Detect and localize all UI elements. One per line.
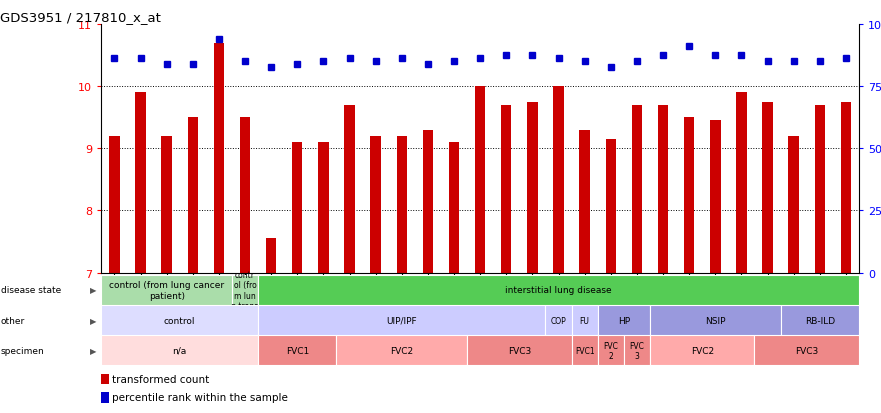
Bar xyxy=(258,305,545,335)
Bar xyxy=(109,136,120,273)
Bar xyxy=(101,374,109,385)
Text: FVC
2: FVC 2 xyxy=(603,341,618,360)
Bar xyxy=(754,335,859,366)
Bar xyxy=(553,87,564,273)
Bar xyxy=(136,93,145,273)
Bar xyxy=(318,142,329,273)
Text: FU: FU xyxy=(580,316,589,325)
Bar xyxy=(527,102,537,273)
Bar xyxy=(737,93,746,273)
Bar xyxy=(545,305,572,335)
Text: ▶: ▶ xyxy=(91,316,97,325)
Bar xyxy=(258,335,337,366)
Bar xyxy=(161,136,172,273)
Text: FVC2: FVC2 xyxy=(691,346,714,355)
Bar xyxy=(396,136,407,273)
Text: FVC2: FVC2 xyxy=(390,346,413,355)
Bar xyxy=(344,105,355,273)
Text: FVC1: FVC1 xyxy=(285,346,309,355)
Bar xyxy=(214,43,224,273)
Bar xyxy=(624,335,650,366)
Text: ▶: ▶ xyxy=(91,286,97,294)
Text: ▶: ▶ xyxy=(91,346,97,355)
Text: percentile rank within the sample: percentile rank within the sample xyxy=(112,392,288,402)
Bar xyxy=(188,118,198,273)
Bar xyxy=(101,305,258,335)
Bar xyxy=(597,305,650,335)
Bar xyxy=(815,105,825,273)
Text: interstitial lung disease: interstitial lung disease xyxy=(505,286,611,294)
Bar xyxy=(684,118,694,273)
Bar xyxy=(232,275,258,305)
Bar xyxy=(762,102,773,273)
Bar xyxy=(710,121,721,273)
Text: disease state: disease state xyxy=(1,286,61,294)
Bar xyxy=(467,335,572,366)
Text: other: other xyxy=(1,316,26,325)
Bar xyxy=(597,335,624,366)
Bar xyxy=(501,105,512,273)
Text: FVC3: FVC3 xyxy=(507,346,531,355)
Bar xyxy=(258,275,859,305)
Text: RB-ILD: RB-ILD xyxy=(804,316,835,325)
Bar xyxy=(240,118,250,273)
Bar xyxy=(370,136,381,273)
Text: COP: COP xyxy=(551,316,566,325)
Text: specimen: specimen xyxy=(1,346,45,355)
Bar xyxy=(101,335,258,366)
Bar xyxy=(572,305,597,335)
Bar xyxy=(266,239,277,273)
Text: contr
ol (fro
m lun
g trans: contr ol (fro m lun g trans xyxy=(232,270,259,310)
Bar xyxy=(658,105,669,273)
Bar xyxy=(292,142,302,273)
Text: GDS3951 / 217810_x_at: GDS3951 / 217810_x_at xyxy=(0,11,161,24)
Bar xyxy=(448,142,459,273)
Text: control (from lung cancer
patient): control (from lung cancer patient) xyxy=(109,280,224,300)
Text: NSIP: NSIP xyxy=(705,316,726,325)
Text: FVC
3: FVC 3 xyxy=(629,341,644,360)
Bar xyxy=(650,305,781,335)
Text: control: control xyxy=(164,316,196,325)
Bar xyxy=(632,105,642,273)
Bar xyxy=(781,305,859,335)
Text: FVC1: FVC1 xyxy=(574,346,595,355)
Text: n/a: n/a xyxy=(173,346,187,355)
Bar xyxy=(788,136,799,273)
Bar xyxy=(101,275,232,305)
Bar xyxy=(650,335,754,366)
Bar xyxy=(101,392,109,403)
Bar xyxy=(423,130,433,273)
Bar xyxy=(475,87,485,273)
Bar xyxy=(572,335,597,366)
Text: HP: HP xyxy=(618,316,630,325)
Bar xyxy=(337,335,467,366)
Bar xyxy=(840,102,851,273)
Bar xyxy=(580,130,590,273)
Bar xyxy=(605,140,616,273)
Text: FVC3: FVC3 xyxy=(795,346,818,355)
Text: transformed count: transformed count xyxy=(112,374,210,384)
Text: UIP/IPF: UIP/IPF xyxy=(387,316,417,325)
